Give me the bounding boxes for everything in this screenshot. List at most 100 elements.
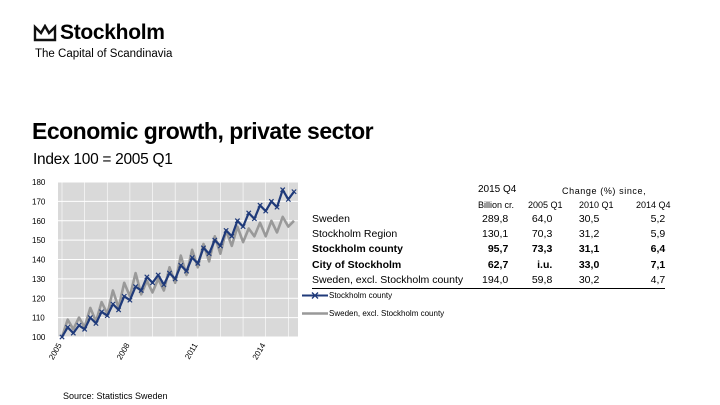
data-point-marker (200, 245, 207, 251)
growth-table: Sweden 289,8 64,0 30,5 5,2 Stockholm Reg… (312, 212, 666, 290)
data-point-marker (172, 276, 178, 282)
data-point-marker (257, 202, 263, 208)
table-col-2014q4-header: 2014 Q4 (636, 200, 671, 210)
series-line-stockholm-county (61, 188, 295, 338)
data-point-marker (144, 274, 150, 280)
data-point-marker (149, 280, 156, 286)
crown-icon (33, 24, 57, 42)
data-point-marker (70, 330, 76, 336)
cell-billion: 95,7 (487, 243, 509, 256)
table-period-header: 2015 Q4 (478, 184, 517, 195)
data-point-marker (217, 243, 224, 249)
cell-billion: 62,7 (487, 258, 509, 271)
data-point-marker (127, 297, 133, 303)
data-point-marker (229, 233, 235, 239)
cell-2014q4: 7,1 (650, 258, 666, 271)
y-tick-label: 120 (32, 294, 46, 303)
data-point-marker (93, 320, 99, 327)
data-point-marker (183, 268, 190, 274)
cell-2010q1: 30,5 (578, 213, 600, 225)
data-point-marker (121, 293, 127, 299)
y-tick-label: 170 (32, 197, 46, 206)
logo-name: Stockholm (60, 21, 165, 44)
data-point-marker (76, 322, 82, 328)
data-point-marker (285, 196, 291, 203)
cell-2005q1: i.u. (537, 258, 553, 271)
legend-label: Sweden, excl. Stockholm county (329, 309, 445, 318)
data-point-marker (178, 262, 184, 268)
cell-2005q1: 73,3 (531, 243, 553, 256)
data-point-marker (65, 324, 71, 330)
data-point-marker (195, 260, 201, 266)
cell-2014q4: 5,9 (650, 228, 666, 241)
legend-label: Stockholm county (329, 291, 393, 300)
table-row: Sweden, excl. Stockholm county 194,0 59,… (312, 272, 666, 290)
data-point-marker (59, 334, 65, 340)
data-point-marker (212, 237, 218, 243)
slide-title: Economic growth, private sector (32, 118, 374, 144)
row-label: Stockholm county (312, 243, 404, 256)
row-label: Sweden (312, 213, 350, 225)
data-point-marker (189, 254, 195, 261)
table-row: Stockholm Region 130,1 70,3 31,2 5,9 (312, 227, 665, 242)
data-point-marker (132, 284, 139, 290)
data-point-marker (166, 270, 173, 276)
cell-2005q1: 70,3 (531, 228, 553, 241)
data-point-marker (98, 309, 105, 315)
series-line-sweden-excl (60, 215, 295, 338)
data-point-marker (223, 227, 229, 234)
y-tick-label: 110 (32, 314, 45, 323)
y-tick-label: 150 (32, 236, 46, 245)
data-point-marker (104, 313, 110, 319)
data-point-marker (268, 198, 274, 204)
data-point-marker (87, 315, 93, 321)
cell-2010q1: 31,1 (578, 243, 600, 256)
x-tick-label: 2014 (251, 341, 268, 361)
y-tick-label: 100 (32, 333, 46, 342)
data-point-marker (138, 287, 144, 294)
cell-2010q1: 33,0 (578, 258, 600, 271)
x-tick-label: 2011 (183, 341, 200, 361)
source-note: Source: Statistics Sweden (63, 391, 168, 401)
legend-item-sweden-excl: Sweden, excl. Stockholm county (302, 309, 444, 318)
table-col-2005q1-header: 2005 Q1 (528, 200, 563, 210)
y-tick-label: 140 (32, 256, 46, 265)
x-tick-label: 2005 (47, 341, 64, 361)
slide-subtitle: Index 100 = 2005 Q1 (33, 151, 173, 168)
legend-swatch-sweden-icon (302, 309, 328, 318)
cell-2005q1: 64,0 (531, 213, 553, 225)
data-point-marker (291, 189, 297, 195)
cell-2005q1: 59,8 (508, 272, 553, 290)
cell-2014q4: 4,7 (599, 272, 666, 290)
table-row: Sweden 289,8 64,0 30,5 5,2 (312, 212, 665, 227)
row-label: City of Stockholm (312, 258, 402, 271)
table-col-2010q1-header: 2010 Q1 (579, 200, 614, 210)
data-point-marker (82, 326, 88, 332)
data-point-marker (274, 204, 280, 210)
data-point-marker (115, 307, 122, 313)
y-tick-label: 180 (32, 178, 46, 187)
row-label: Stockholm Region (312, 228, 398, 241)
table-row: City of Stockholm 62,7 i.u. 33,0 7,1 (312, 258, 665, 273)
data-point-marker (155, 272, 161, 278)
data-point-marker (240, 223, 246, 230)
data-point-marker (246, 210, 252, 216)
y-tick-label: 130 (32, 275, 46, 284)
data-point-marker (280, 187, 286, 193)
x-tick-label: 2008 (115, 341, 132, 361)
legend-swatch-stockholm-icon (302, 291, 328, 300)
cell-2010q1: 31,2 (578, 228, 600, 241)
cell-2014q4: 5,2 (650, 213, 666, 225)
cell-billion: 289,8 (482, 213, 509, 225)
data-point-marker (110, 301, 116, 307)
cell-2014q4: 6,4 (650, 243, 666, 256)
row-label: Sweden, excl. Stockholm county (312, 272, 482, 290)
table-billion-header: Billion cr. (478, 200, 515, 210)
data-point-marker (206, 251, 212, 257)
cell-billion: 194,0 (482, 272, 509, 290)
cell-billion: 130,1 (482, 228, 509, 241)
data-point-marker (234, 218, 241, 224)
data-point-marker (263, 208, 269, 214)
table-row: Stockholm county 95,7 73,3 31,1 6,4 (312, 242, 665, 257)
